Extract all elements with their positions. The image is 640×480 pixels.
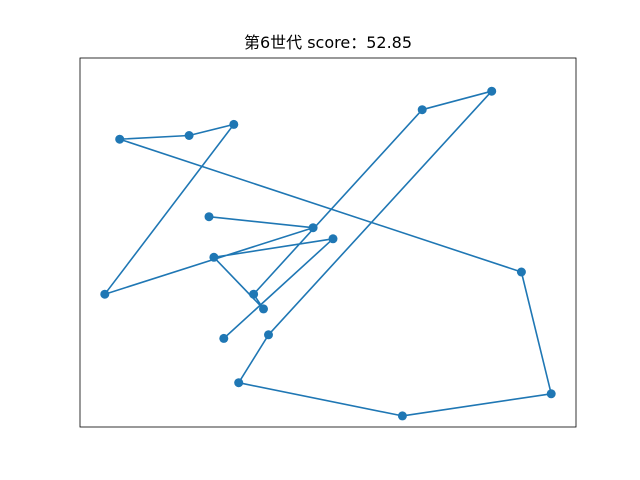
data-point [516, 267, 526, 277]
data-point [115, 134, 125, 144]
series-layer [100, 86, 556, 421]
data-point [204, 212, 214, 222]
data-point [328, 234, 338, 244]
data-point [397, 411, 407, 421]
data-point [259, 304, 268, 314]
data-point [417, 105, 427, 115]
series-line [104, 90, 553, 417]
data-point [487, 86, 497, 96]
plot-area-frame [79, 57, 577, 428]
data-point [100, 289, 110, 299]
data-point [546, 389, 556, 399]
data-point [209, 252, 219, 262]
data-point [184, 131, 194, 140]
data-point [249, 289, 259, 299]
data-point [264, 330, 273, 340]
chart-title: 第6世代 score：52.85 [244, 33, 412, 52]
data-point [308, 223, 318, 233]
data-point [229, 119, 239, 129]
data-point [219, 333, 229, 343]
data-point [234, 378, 244, 388]
